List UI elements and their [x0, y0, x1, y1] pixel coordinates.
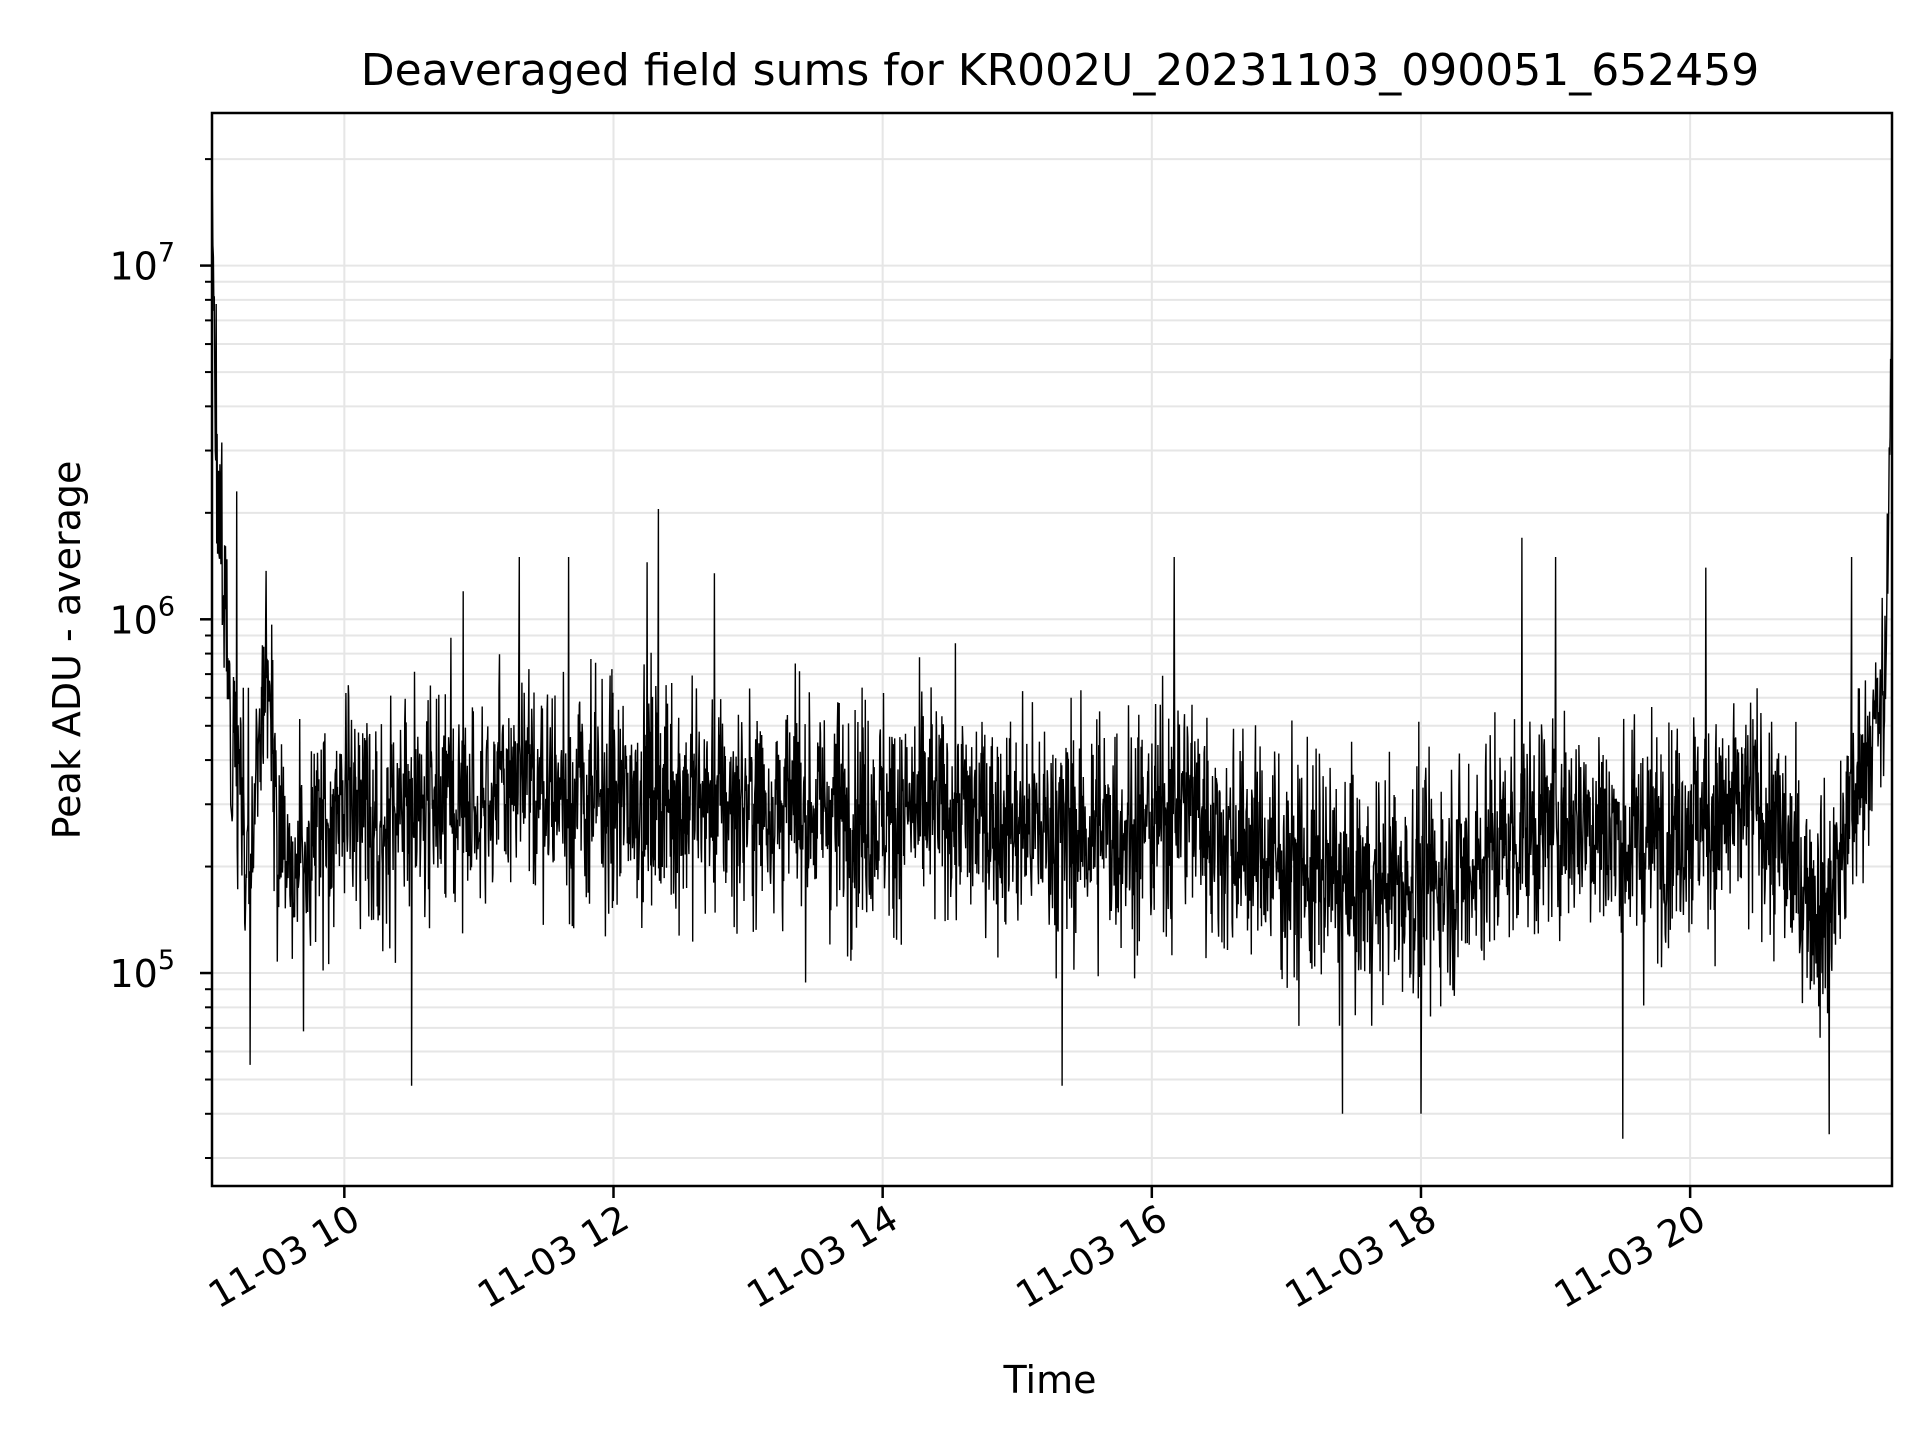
x-tick-label: 11-03 10 — [201, 1197, 367, 1317]
series-line — [211, 159, 1893, 1139]
x-tick-label: 11-03 14 — [740, 1197, 906, 1317]
x-axis: 11-03 10 11-03 12 11-03 14 11-03 16 11-03 18… — [201, 1186, 1713, 1317]
y-tick-label: 106 — [109, 591, 175, 642]
x-tick-label: 11-03 18 — [1278, 1197, 1444, 1317]
grid-lines — [212, 113, 1892, 1186]
y-tick-label: 105 — [109, 945, 175, 996]
x-tick-label: 11-03 16 — [1009, 1197, 1175, 1317]
y-axis: 105 106 107 — [109, 158, 212, 1159]
plot-frame — [210, 111, 1894, 1188]
chart-title: Deaveraged field sums for KR002U_2023110… — [361, 45, 1759, 96]
x-tick-label: 11-03 12 — [470, 1197, 636, 1317]
x-tick-label: 11-03 20 — [1547, 1197, 1713, 1317]
data-series — [211, 159, 1893, 1139]
x-axis-label: Time — [1003, 1358, 1097, 1402]
y-axis-label: Peak ADU - average — [45, 461, 89, 840]
y-tick-label: 107 — [109, 238, 175, 289]
